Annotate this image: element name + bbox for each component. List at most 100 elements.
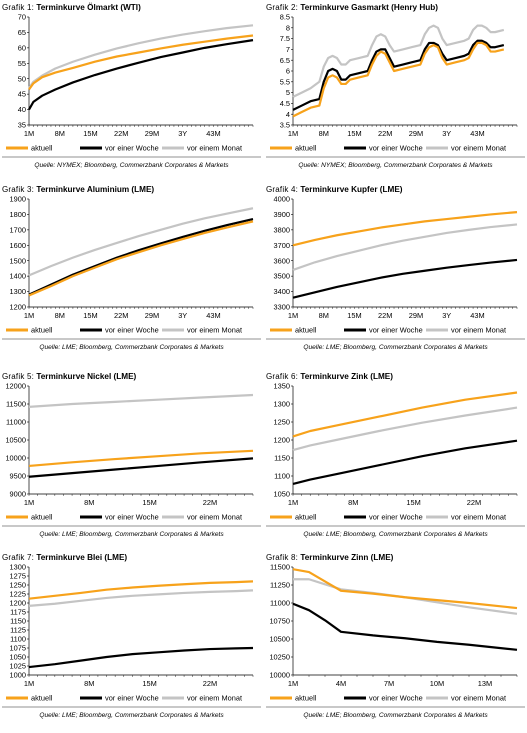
divider <box>2 525 261 527</box>
chart-svg: 1000102510501075110011251150117512001225… <box>6 563 254 703</box>
x-tick-label: 15M <box>83 311 97 320</box>
y-tick-label: 3900 <box>274 210 290 219</box>
chart-title: Grafik 6: Terminkurve Zink (LME) <box>266 372 393 381</box>
y-tick-label: 1300 <box>274 400 290 409</box>
chart-number: Grafik 8: <box>266 553 299 562</box>
y-tick-label: 7.5 <box>280 34 290 43</box>
chart-title: Grafik 2: Terminkurve Gasmarkt (Henry Hu… <box>266 3 438 12</box>
divider <box>2 156 261 158</box>
x-tick-label: 8M <box>348 498 358 507</box>
chart-title-text: Terminkurve Ölmarkt (WTI) <box>36 3 141 12</box>
y-tick-label: 5 <box>286 88 290 97</box>
y-tick-label: 6 <box>286 67 290 76</box>
x-tick-label: 3Y <box>442 311 451 320</box>
x-tick-label: 1M <box>24 679 34 688</box>
y-tick-label: 1700 <box>10 225 26 234</box>
divider <box>2 338 261 340</box>
chart-title: Grafik 4: Terminkurve Kupfer (LME) <box>266 185 403 194</box>
divider <box>266 338 525 340</box>
chart-number: Grafik 7: <box>2 553 35 562</box>
series-line-month <box>292 406 518 452</box>
series-line-aktuell <box>28 449 254 468</box>
chart-svg: 35 40 45 50 55 60 65 70 1M 8M 15M 22M 29M 3Y 43M aktuel… <box>6 13 254 153</box>
y-tick-label: 3700 <box>274 241 290 250</box>
y-tick-label: 3500 <box>274 272 290 281</box>
x-tick-label: 22M <box>378 129 392 138</box>
y-tick-label: 1800 <box>10 210 26 219</box>
y-tick-label: 1250 <box>274 418 290 427</box>
x-tick-label: 8M <box>55 311 65 320</box>
legend-label: aktuell <box>295 513 317 522</box>
divider <box>2 706 261 708</box>
series-line-aktuell <box>292 41 505 118</box>
y-tick-label: 11250 <box>270 581 290 590</box>
chart-title-text: Terminkurve Gasmarkt (Henry Hub) <box>300 3 439 12</box>
y-tick-label: 1300 <box>10 287 26 296</box>
y-tick-label: 3.5 <box>280 121 290 130</box>
series-line-week <box>28 217 254 296</box>
series-line-month <box>292 223 518 272</box>
y-tick-label: 9000 <box>10 490 26 499</box>
x-tick-label: 15M <box>83 129 97 138</box>
series-line-week <box>28 39 254 111</box>
y-tick-label: 3800 <box>274 225 290 234</box>
x-tick-label: 29M <box>409 311 423 320</box>
y-tick-label: 8.5 <box>280 13 290 22</box>
x-tick-label: 3Y <box>178 129 187 138</box>
y-tick-label: 10500 <box>5 436 26 445</box>
y-tick-label: 1025 <box>10 662 26 671</box>
y-tick-label: 1300 <box>10 563 26 572</box>
y-tick-label: 3400 <box>274 287 290 296</box>
y-tick-label: 55 <box>18 59 26 68</box>
y-tick-label: 50 <box>18 74 26 83</box>
series-line-month <box>28 207 254 277</box>
y-tick-label: 1175 <box>10 608 26 617</box>
y-tick-label: 9500 <box>10 472 26 481</box>
series-line-month <box>28 589 254 607</box>
y-tick-label: 60 <box>18 43 26 52</box>
chart-source: Quelle: LME; Bloomberg, Commerzbank Corp… <box>39 344 224 351</box>
x-tick-label: 13M <box>478 679 492 688</box>
x-tick-label: 43M <box>470 129 484 138</box>
legend-label: vor einem Monat <box>451 694 506 703</box>
chart-svg: 3300 3400 3500 3600 3700 3800 3900 4000 1M 8M 15M 2… <box>270 195 518 335</box>
y-tick-label: 12000 <box>5 382 26 391</box>
y-tick-label: 11000 <box>6 418 26 427</box>
y-tick-label: 1100 <box>10 635 26 644</box>
y-tick-label: 65 <box>18 28 26 37</box>
chart-title: Grafik 3: Terminkurve Aluminium (LME) <box>2 185 154 194</box>
chart-panel-4: Grafik 4: Terminkurve Kupfer (LME) 3300 34… <box>266 185 525 365</box>
chart-title-text: Terminkurve Zink (LME) <box>300 372 393 381</box>
chart-number: Grafik 3: <box>2 185 35 194</box>
x-tick-label: 1M <box>24 129 34 138</box>
chart-svg: 1200 1300 1400 1500 1600 1700 1800 1900 1M 8M 15M 2… <box>6 195 254 335</box>
x-tick-label: 22M <box>203 679 217 688</box>
chart-number: Grafik 4: <box>266 185 299 194</box>
series-line-week <box>28 457 254 478</box>
chart-title: Grafik 1: Terminkurve Ölmarkt (WTI) <box>2 3 141 12</box>
chart-title: Grafik 8: Terminkurve Zinn (LME) <box>266 553 393 562</box>
y-tick-label: 1125 <box>10 626 26 635</box>
legend-label: vor einem Monat <box>187 694 242 703</box>
y-tick-label: 1050 <box>10 653 26 662</box>
x-tick-label: 3Y <box>442 129 451 138</box>
chart-number: Grafik 6: <box>266 372 299 381</box>
legend-label: vor einer Woche <box>369 144 423 153</box>
chart-number: Grafik 1: <box>2 3 35 12</box>
x-tick-label: 29M <box>409 129 423 138</box>
legend-label: aktuell <box>31 513 53 522</box>
chart-title-text: Terminkurve Kupfer (LME) <box>300 185 403 194</box>
chart-number: Grafik 2: <box>266 3 299 12</box>
chart-panel-3: Grafik 3: Terminkurve Aluminium (LME) 120… <box>2 185 261 365</box>
legend-label: vor einer Woche <box>369 326 423 335</box>
x-tick-label: 1M <box>288 311 298 320</box>
chart-panel-1: Grafik 1: Terminkurve Ölmarkt (WTI) 35 40 4… <box>2 3 261 183</box>
y-tick-label: 6.5 <box>280 56 290 65</box>
chart-svg: 3.5 4 4.5 5 5.56 6.5 7 7.5 88.5 1M 8M 15M 22M 29M 3Y 43… <box>270 13 518 153</box>
x-tick-label: 3Y <box>178 311 187 320</box>
y-tick-label: 1200 <box>274 436 290 445</box>
x-tick-label: 22M <box>467 498 481 507</box>
chart-title: Grafik 5: Terminkurve Nickel (LME) <box>2 372 136 381</box>
legend-label: aktuell <box>295 144 317 153</box>
series-line-aktuell <box>292 211 518 247</box>
